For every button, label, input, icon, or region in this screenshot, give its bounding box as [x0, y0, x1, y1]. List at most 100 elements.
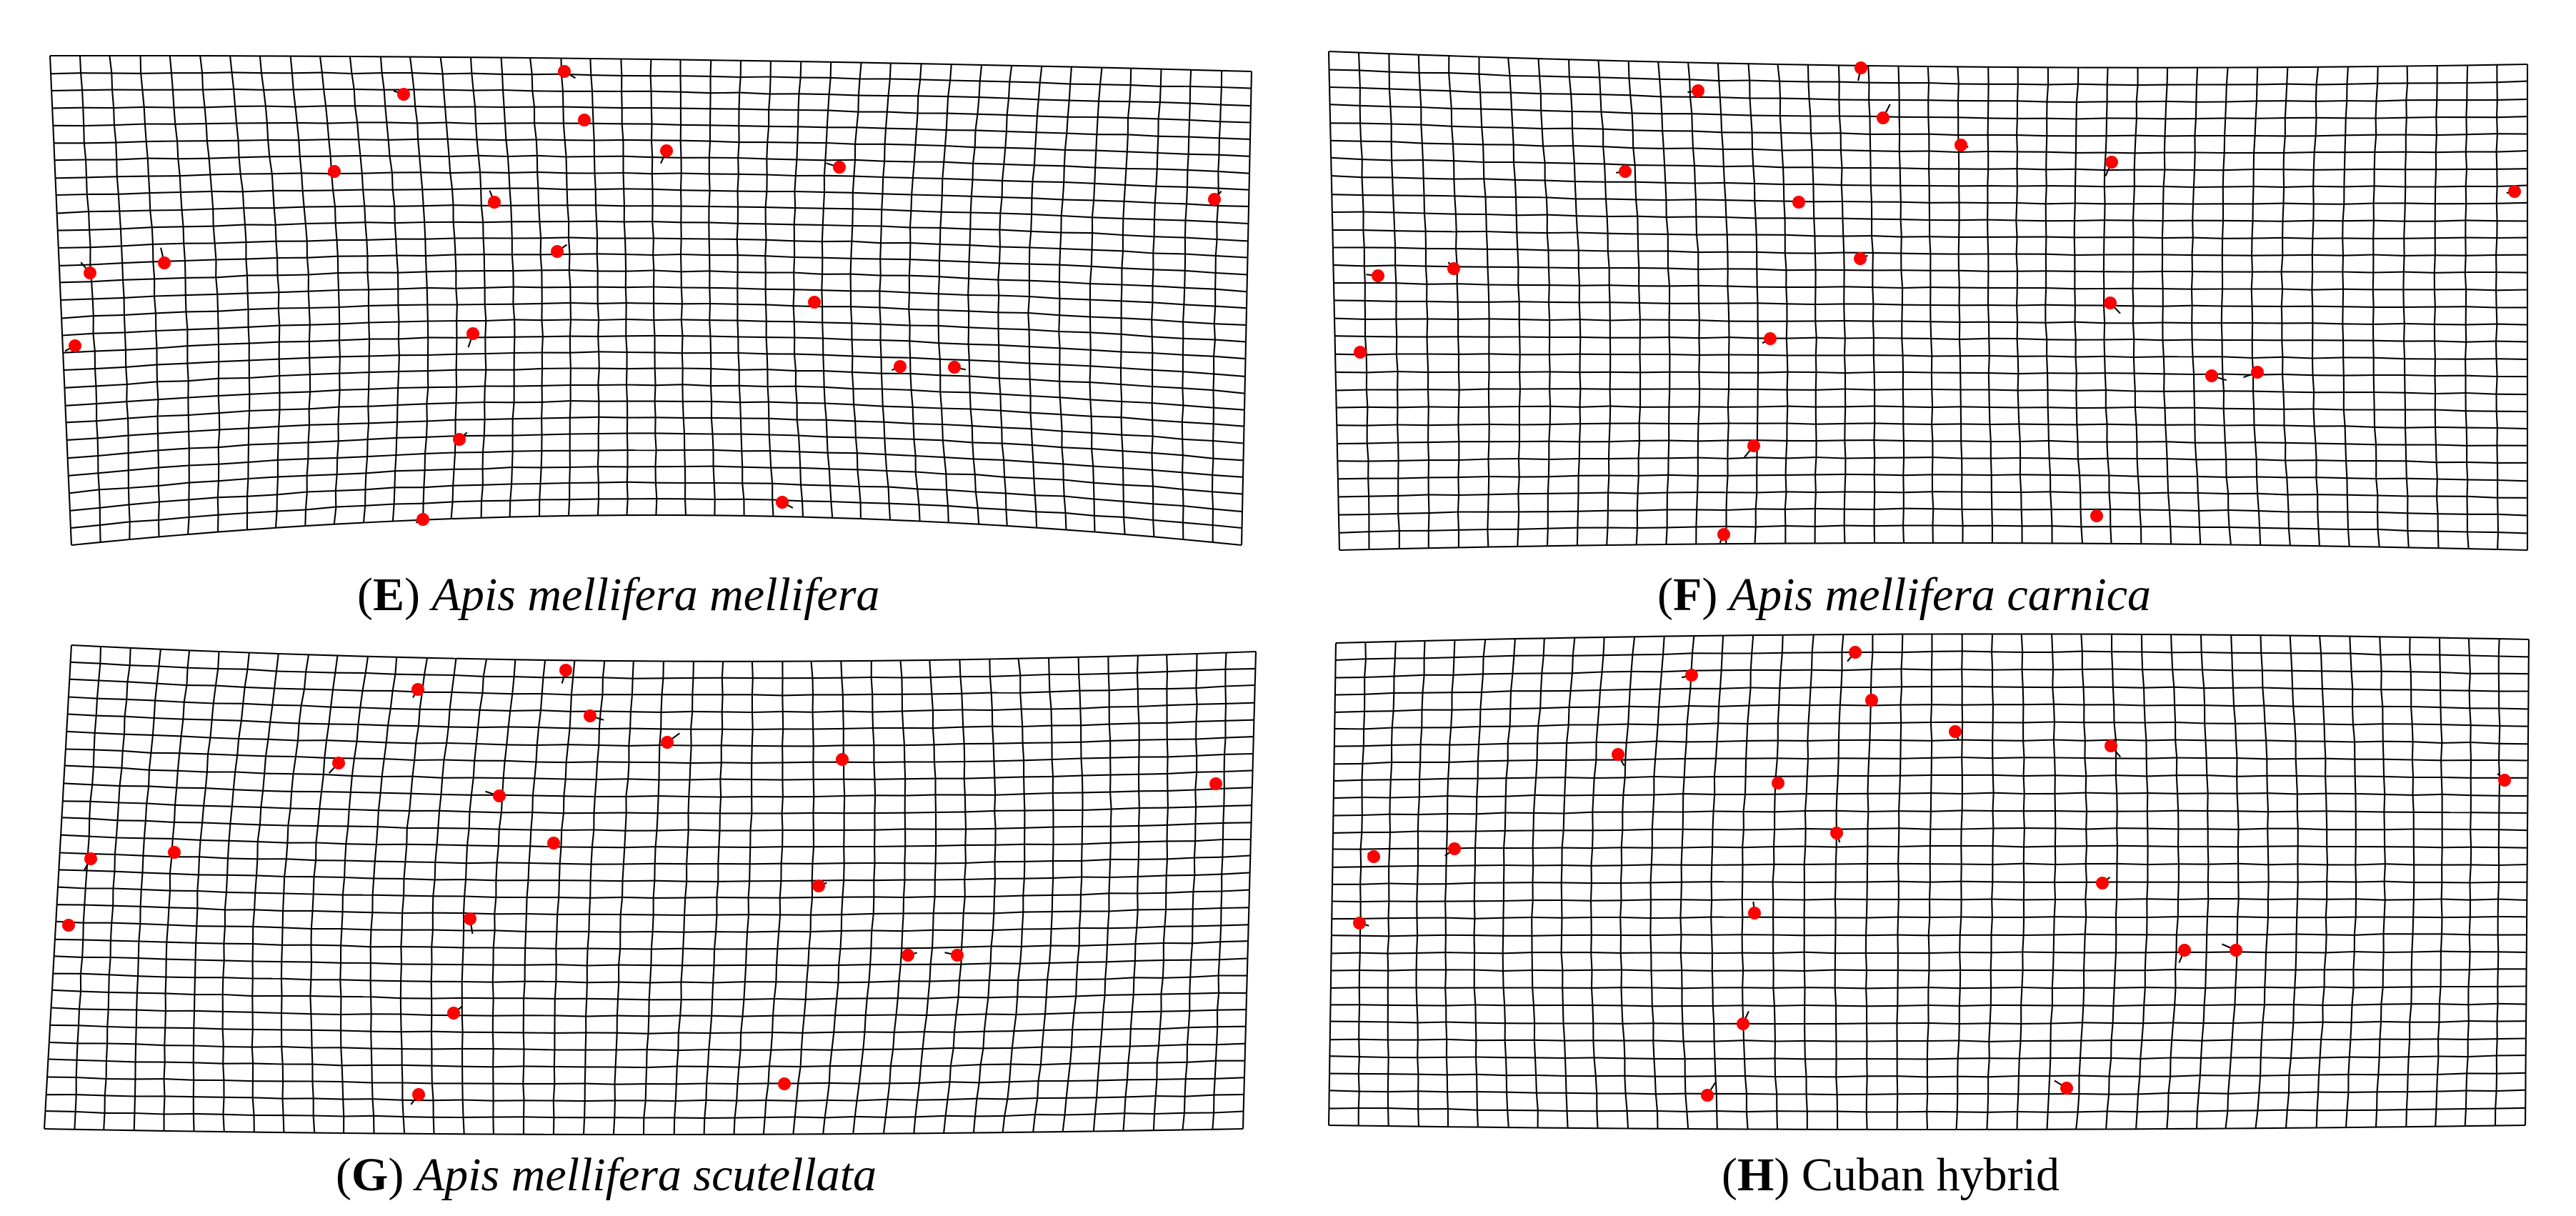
grid-line-horizontal — [1091, 415, 1122, 419]
grid-line-horizontal — [888, 486, 918, 490]
grid-line-horizontal — [1459, 423, 1489, 426]
grid-line-vertical — [569, 401, 571, 418]
grid-line-horizontal — [570, 319, 599, 322]
grid-line-horizontal — [388, 724, 419, 727]
grid-line-horizontal — [306, 671, 336, 674]
grid-line-vertical — [679, 254, 682, 271]
grid-line-horizontal — [249, 392, 280, 395]
grid-line-horizontal — [2283, 391, 2314, 394]
grid-line-horizontal — [1485, 213, 1517, 216]
grid-line-horizontal — [335, 221, 366, 224]
grid-line-horizontal — [1121, 351, 1152, 354]
grid-line-horizontal — [451, 517, 481, 520]
grid-line-horizontal — [2110, 508, 2140, 511]
grid-line-horizontal — [2312, 288, 2343, 291]
grid-line-horizontal — [2497, 513, 2528, 517]
grid-line-horizontal — [1153, 503, 1183, 507]
grid-line-horizontal — [540, 236, 569, 239]
grid-line-vertical — [943, 457, 947, 474]
grid-line-vertical — [2373, 392, 2375, 410]
grid-line-horizontal — [2377, 511, 2408, 514]
grid-line-vertical — [1609, 389, 1612, 407]
grid-line-horizontal — [1122, 250, 1154, 254]
grid-line-horizontal — [1844, 371, 1874, 374]
grid-line-horizontal — [1218, 170, 1250, 174]
grid-line-horizontal — [276, 525, 306, 529]
grid-line-horizontal — [1214, 323, 1247, 326]
grid-line-vertical — [2342, 238, 2345, 256]
grid-line-horizontal — [2046, 321, 2075, 324]
grid-line-horizontal — [968, 327, 999, 330]
grid-line-vertical — [301, 173, 304, 191]
grid-line-horizontal — [186, 327, 219, 331]
grid-line-horizontal — [940, 391, 971, 394]
grid-line-horizontal — [2017, 201, 2046, 205]
grid-line-horizontal — [767, 369, 796, 372]
grid-line-horizontal — [1388, 53, 1419, 56]
grid-line-horizontal — [2435, 426, 2467, 429]
grid-line-horizontal — [939, 358, 969, 362]
grid-line-horizontal — [824, 386, 854, 390]
grid-line-vertical — [2191, 254, 2194, 272]
grid-line-vertical — [1129, 68, 1132, 85]
grid-line-vertical — [531, 90, 536, 107]
grid-line-vertical — [679, 189, 682, 206]
grid-line-horizontal — [1059, 264, 1092, 267]
grid-line-horizontal — [1090, 399, 1122, 403]
grid-line-horizontal — [681, 253, 709, 256]
grid-line-vertical — [1329, 140, 1332, 159]
grid-line-horizontal — [123, 295, 155, 299]
grid-line-vertical — [1931, 492, 1935, 509]
grid-line-horizontal — [1598, 59, 1629, 62]
grid-line-horizontal — [1226, 650, 1257, 654]
grid-line-horizontal — [829, 94, 859, 96]
grid-line-horizontal — [2347, 494, 2377, 497]
grid-line-horizontal — [1568, 59, 1599, 61]
grid-line-horizontal — [1359, 86, 1390, 90]
grid-line-vertical — [2045, 186, 2047, 204]
grid-line-horizontal — [565, 778, 596, 781]
grid-line-vertical — [652, 221, 654, 239]
grid-line-vertical — [742, 483, 745, 500]
grid-line-vertical — [1124, 168, 1127, 185]
grid-line-horizontal — [1781, 131, 1812, 134]
grid-line-vertical — [1785, 440, 1788, 458]
grid-line-vertical — [426, 387, 429, 404]
grid-line-vertical — [1987, 304, 1990, 322]
grid-line-horizontal — [738, 173, 767, 176]
grid-line-vertical — [590, 74, 594, 91]
grid-line-horizontal — [309, 372, 340, 376]
grid-line-horizontal — [426, 254, 456, 257]
grid-line-horizontal — [625, 253, 654, 256]
grid-line-horizontal — [179, 752, 209, 755]
grid-line-vertical — [1872, 287, 1874, 305]
grid-line-horizontal — [299, 139, 329, 141]
grid-line-horizontal — [1603, 146, 1634, 149]
grid-line-vertical — [889, 63, 892, 80]
grid-line-vertical — [1540, 111, 1543, 129]
landmark-dot — [2205, 369, 2218, 382]
grid-line-vertical — [337, 273, 340, 291]
landmark-dot — [328, 165, 341, 178]
grid-line-horizontal — [2497, 548, 2528, 552]
grid-line-horizontal — [1659, 78, 1689, 81]
grid-line-vertical — [336, 457, 339, 474]
grid-line-vertical — [624, 238, 626, 255]
grid-line-vertical — [56, 213, 59, 231]
grid-line-vertical — [1212, 339, 1216, 357]
grid-line-vertical — [1930, 339, 1933, 357]
grid-line-vertical — [1571, 129, 1574, 146]
grid-line-vertical — [1034, 131, 1037, 149]
grid-line-vertical — [708, 141, 712, 158]
grid-line-vertical — [2047, 407, 2050, 424]
grid-line-vertical — [1579, 337, 1582, 355]
grid-line-vertical — [851, 339, 854, 357]
grid-line-vertical — [794, 387, 798, 404]
grid-line-vertical — [1639, 354, 1642, 372]
grid-line-horizontal — [1548, 266, 1579, 269]
grid-line-vertical — [354, 106, 359, 124]
grid-line-horizontal — [1062, 214, 1093, 219]
grid-line-horizontal — [1060, 247, 1092, 251]
grid-line-horizontal — [2133, 322, 2163, 324]
grid-line-horizontal — [1874, 524, 1904, 527]
